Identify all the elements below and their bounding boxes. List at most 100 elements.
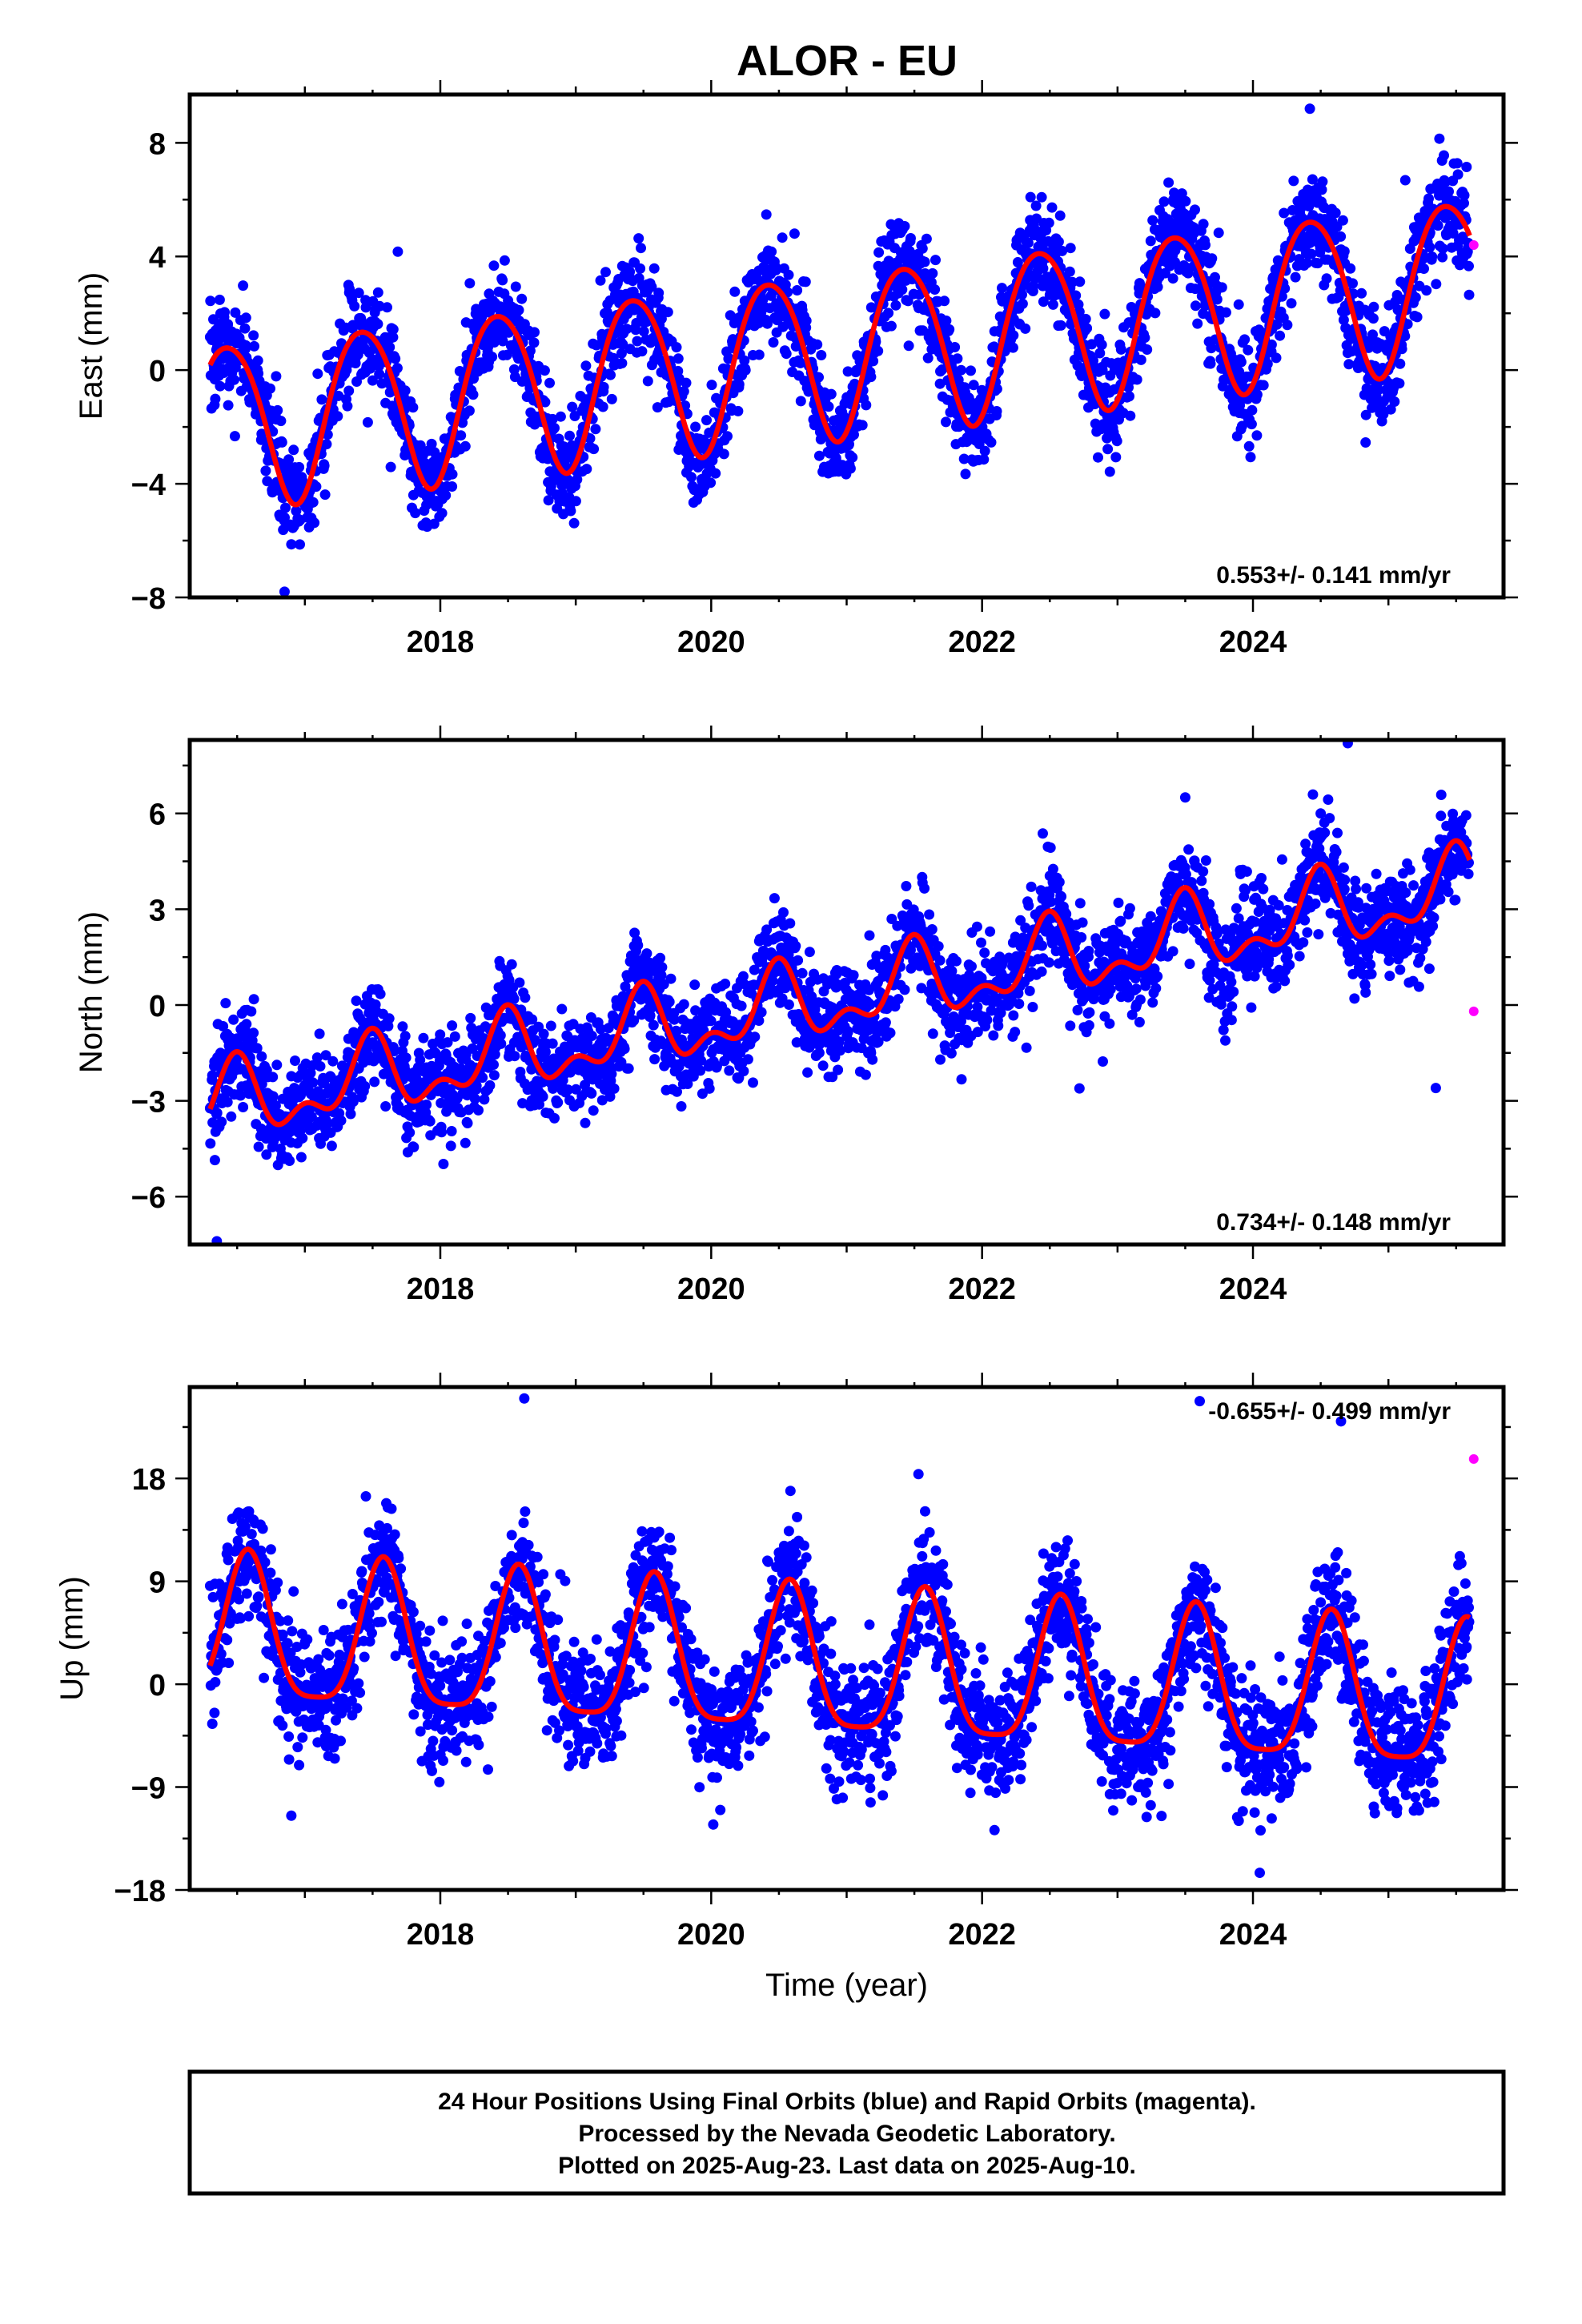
data-point bbox=[740, 364, 751, 376]
data-point bbox=[769, 893, 780, 904]
data-point bbox=[795, 357, 806, 368]
data-point bbox=[710, 468, 721, 479]
data-point bbox=[267, 1091, 279, 1102]
data-point bbox=[295, 1152, 307, 1163]
data-point bbox=[392, 246, 404, 257]
data-point bbox=[347, 1096, 359, 1108]
data-point bbox=[211, 1108, 223, 1119]
data-point bbox=[1459, 198, 1469, 209]
data-point bbox=[1368, 301, 1379, 312]
data-point bbox=[251, 1043, 263, 1054]
data-point bbox=[1317, 176, 1328, 187]
data-point bbox=[886, 914, 897, 924]
data-point bbox=[326, 1140, 337, 1152]
data-point bbox=[1022, 237, 1034, 248]
y-tick-label: 8 bbox=[149, 127, 166, 161]
data-point bbox=[971, 921, 982, 932]
data-point bbox=[240, 340, 251, 351]
data-point bbox=[332, 411, 343, 422]
data-point bbox=[1443, 186, 1454, 197]
data-point bbox=[214, 294, 225, 305]
data-point bbox=[1246, 419, 1257, 430]
data-point bbox=[598, 381, 609, 392]
data-point bbox=[616, 348, 627, 359]
data-point bbox=[642, 376, 653, 387]
data-point bbox=[588, 1105, 599, 1116]
data-point bbox=[333, 390, 344, 401]
data-point bbox=[327, 1055, 339, 1067]
data-point bbox=[748, 1077, 758, 1088]
data-point bbox=[1038, 296, 1049, 308]
data-point bbox=[210, 393, 221, 404]
data-point bbox=[845, 463, 856, 474]
data-point bbox=[783, 269, 794, 280]
data-point bbox=[249, 340, 259, 352]
data-point bbox=[608, 1083, 620, 1094]
data-point bbox=[1021, 1042, 1032, 1053]
data-point bbox=[1180, 195, 1191, 207]
data-point bbox=[1053, 236, 1064, 247]
data-point bbox=[590, 424, 601, 435]
data-point bbox=[1030, 200, 1042, 211]
data-point bbox=[753, 349, 765, 360]
data-point bbox=[436, 1127, 448, 1138]
data-point bbox=[956, 1074, 967, 1085]
data-point bbox=[1139, 332, 1150, 344]
data-point bbox=[477, 1072, 488, 1084]
data-point bbox=[681, 377, 692, 388]
data-point bbox=[941, 416, 951, 428]
data-point bbox=[1423, 193, 1434, 204]
data-point bbox=[729, 286, 741, 297]
data-point bbox=[1025, 191, 1036, 203]
data-point bbox=[272, 404, 283, 416]
plot-area bbox=[204, 103, 1479, 597]
data-point bbox=[867, 1054, 878, 1065]
data-point bbox=[1337, 215, 1348, 226]
data-point bbox=[1102, 444, 1114, 455]
data-point bbox=[652, 402, 663, 413]
data-point bbox=[1205, 358, 1216, 369]
data-point bbox=[408, 402, 419, 413]
data-point bbox=[1074, 306, 1085, 317]
plot-area bbox=[204, 740, 1479, 1244]
data-point bbox=[408, 1141, 420, 1152]
data-point bbox=[1399, 331, 1411, 342]
data-point bbox=[656, 962, 668, 973]
data-point bbox=[712, 1060, 722, 1072]
data-point bbox=[220, 998, 231, 1009]
data-point bbox=[397, 1021, 408, 1032]
data-point bbox=[1439, 150, 1449, 161]
data-point bbox=[897, 284, 908, 296]
data-point bbox=[1192, 318, 1203, 329]
data-point bbox=[979, 445, 990, 456]
data-point bbox=[1247, 404, 1258, 416]
data-point bbox=[689, 979, 701, 991]
data-point bbox=[343, 385, 355, 396]
data-point bbox=[533, 1021, 544, 1032]
data-point bbox=[662, 307, 673, 318]
data-point bbox=[537, 1091, 548, 1102]
data-point bbox=[261, 1149, 272, 1160]
data-point bbox=[945, 1027, 956, 1039]
data-point bbox=[789, 228, 800, 239]
data-point bbox=[420, 458, 432, 469]
data-point bbox=[415, 1055, 426, 1065]
data-point bbox=[966, 961, 977, 972]
data-point bbox=[1282, 320, 1293, 331]
data-point bbox=[842, 366, 853, 377]
data-point bbox=[995, 1007, 1006, 1019]
data-point bbox=[1200, 239, 1211, 251]
data-point bbox=[696, 1055, 707, 1066]
data-point bbox=[496, 1038, 507, 1049]
data-point bbox=[1131, 374, 1142, 385]
data-point bbox=[320, 1050, 331, 1061]
data-point bbox=[580, 360, 592, 372]
data-point bbox=[997, 283, 1007, 294]
data-point bbox=[952, 353, 963, 364]
data-point bbox=[1330, 207, 1341, 219]
data-point bbox=[1038, 263, 1049, 274]
data-point bbox=[1251, 389, 1263, 400]
data-point bbox=[933, 941, 944, 952]
data-point bbox=[1427, 251, 1438, 262]
data-point bbox=[215, 380, 226, 392]
